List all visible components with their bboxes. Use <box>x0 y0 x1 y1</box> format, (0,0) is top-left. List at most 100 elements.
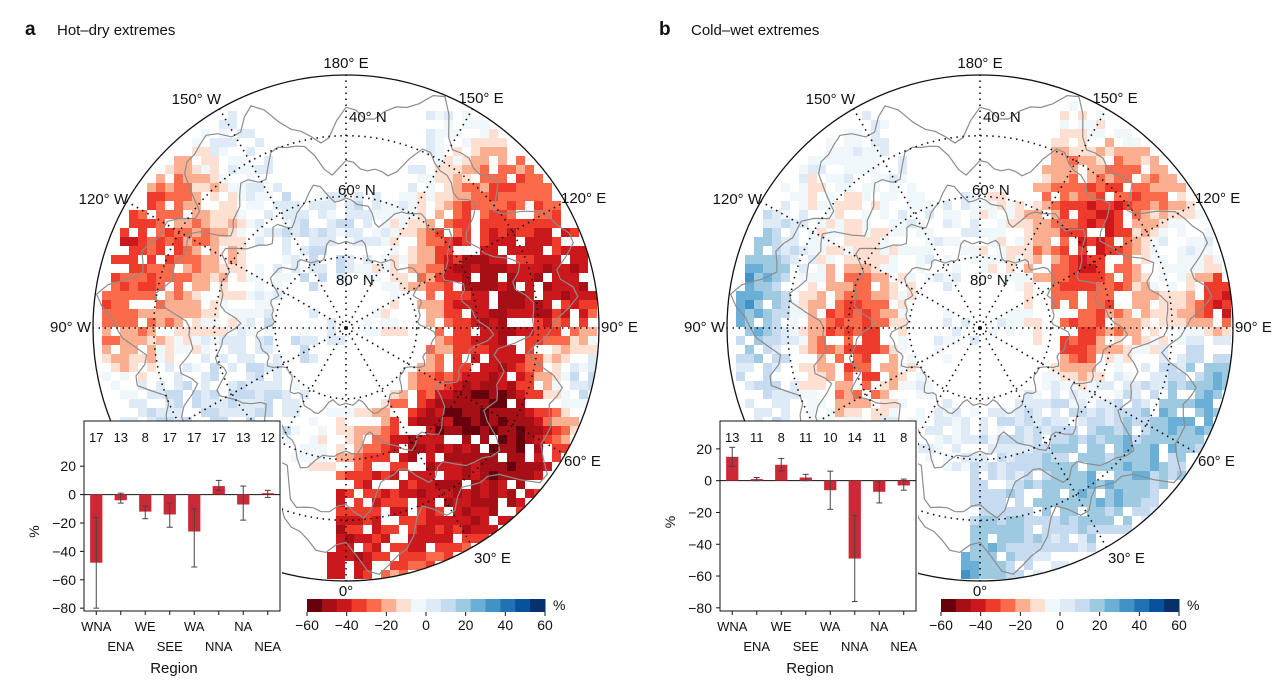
grid-cell <box>120 318 129 327</box>
grid-cell <box>390 525 399 534</box>
grid-cell <box>997 201 1006 210</box>
grid-cell <box>1132 453 1141 462</box>
grid-cell <box>147 192 156 201</box>
grid-cell <box>1060 282 1069 291</box>
grid-cell <box>354 408 363 417</box>
grid-cell <box>1078 318 1087 327</box>
grid-cell <box>453 309 462 318</box>
grid-cell <box>889 363 898 372</box>
grid-cell <box>345 534 354 543</box>
grid-cell <box>156 174 165 183</box>
grid-cell <box>192 318 201 327</box>
grid-cell <box>426 282 435 291</box>
grid-cell <box>579 399 588 408</box>
grid-cell <box>1060 120 1069 129</box>
grid-cell <box>147 201 156 210</box>
grid-cell <box>1033 318 1042 327</box>
grid-cell <box>219 120 228 129</box>
grid-cell <box>354 192 363 201</box>
grid-cell <box>970 246 979 255</box>
grid-cell <box>1177 201 1186 210</box>
grid-cell <box>1033 327 1042 336</box>
colorbar-swatch <box>1030 599 1046 612</box>
grid-cell <box>1141 345 1150 354</box>
grid-cell <box>1087 309 1096 318</box>
grid-cell <box>156 192 165 201</box>
grid-cell <box>480 291 489 300</box>
y-axis-label: % <box>662 516 678 528</box>
grid-cell <box>138 372 147 381</box>
grid-cell <box>489 462 498 471</box>
grid-cell <box>444 381 453 390</box>
grid-cell <box>480 228 489 237</box>
grid-cell <box>327 210 336 219</box>
grid-cell <box>1033 390 1042 399</box>
grid-cell <box>111 354 120 363</box>
grid-cell <box>489 453 498 462</box>
grid-cell <box>817 219 826 228</box>
grid-cell <box>763 291 772 300</box>
grid-cell <box>1195 327 1204 336</box>
grid-cell <box>462 426 471 435</box>
grid-cell <box>862 255 871 264</box>
grid-cell <box>444 471 453 480</box>
grid-cell <box>1132 156 1141 165</box>
grid-cell <box>979 534 988 543</box>
meridian-line <box>979 327 1108 548</box>
grid-cell <box>871 147 880 156</box>
grid-cell <box>1006 219 1015 228</box>
grid-cell <box>453 174 462 183</box>
grid-cell <box>1213 336 1222 345</box>
grid-cell <box>1087 480 1096 489</box>
grid-cell <box>1051 174 1060 183</box>
grid-cell <box>781 183 790 192</box>
grid-cell <box>1024 273 1033 282</box>
colorbar-swatch <box>1000 599 1016 612</box>
grid-cell <box>1132 336 1141 345</box>
grid-cell <box>183 300 192 309</box>
grid-cell <box>417 525 426 534</box>
grid-cell <box>1006 471 1015 480</box>
grid-cell <box>1132 327 1141 336</box>
grid-cell <box>471 264 480 273</box>
grid-cell <box>781 246 790 255</box>
grid-cell <box>489 138 498 147</box>
grid-cell <box>318 264 327 273</box>
x-tick-label: WE <box>771 619 792 634</box>
grid-cell <box>799 165 808 174</box>
grid-cell <box>1096 318 1105 327</box>
grid-cell <box>1204 417 1213 426</box>
grid-cell <box>1006 552 1015 561</box>
grid-cell <box>1177 417 1186 426</box>
grid-cell <box>345 453 354 462</box>
grid-cell <box>129 237 138 246</box>
grid-cell <box>534 390 543 399</box>
grid-cell <box>1051 246 1060 255</box>
grid-cell <box>763 237 772 246</box>
grid-cell <box>1150 282 1159 291</box>
grid-cell <box>970 462 979 471</box>
grid-cell <box>525 471 534 480</box>
grid-cell <box>1024 282 1033 291</box>
grid-cell <box>552 291 561 300</box>
grid-cell <box>201 408 210 417</box>
grid-cell <box>1006 480 1015 489</box>
grid-cell <box>561 408 570 417</box>
grid-cell <box>192 219 201 228</box>
grid-cell <box>1195 435 1204 444</box>
grid-cell <box>862 327 871 336</box>
grid-cell <box>1051 300 1060 309</box>
grid-cell <box>165 363 174 372</box>
grid-cell <box>1060 111 1069 120</box>
grid-cell <box>1087 327 1096 336</box>
grid-cell <box>754 309 763 318</box>
grid-cell <box>1042 453 1051 462</box>
grid-cell <box>808 318 817 327</box>
grid-cell <box>309 453 318 462</box>
grid-cell <box>745 354 754 363</box>
grid-cell <box>988 408 997 417</box>
grid-cell <box>1132 201 1141 210</box>
y-tick-label: −20 <box>52 515 76 531</box>
